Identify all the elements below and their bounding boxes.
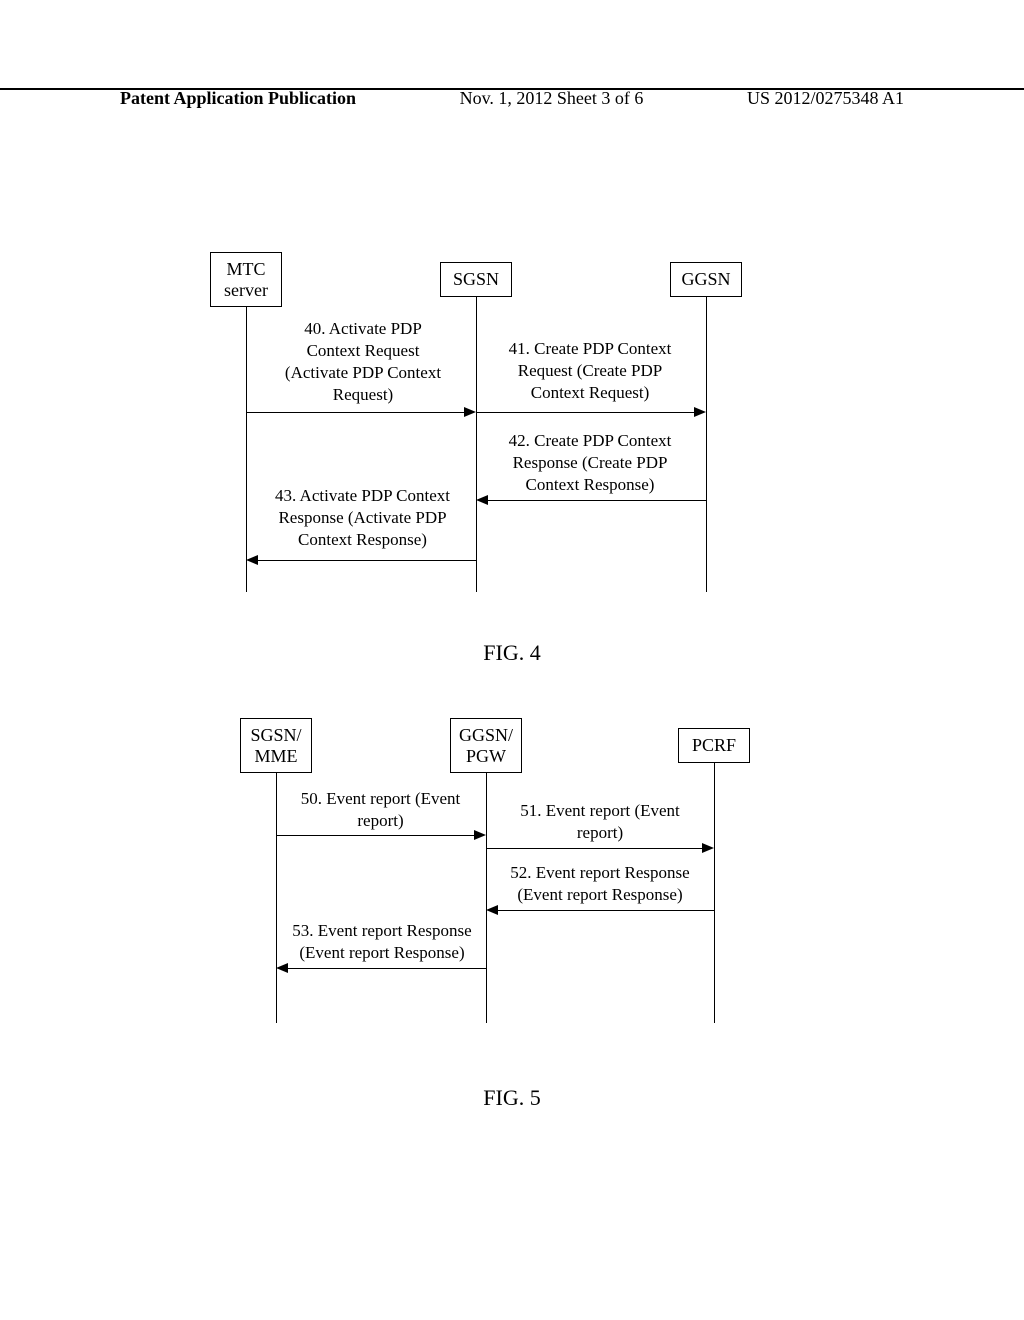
msg-52-label: 52. Event report Response (Event report … <box>490 862 710 906</box>
msg-42-arrow <box>488 500 706 501</box>
mtc-server-box: MTC server <box>210 252 282 307</box>
ggsn-box: GGSN <box>670 262 742 297</box>
ggsn-pgw-box: GGSN/ PGW <box>450 718 522 773</box>
msg-50-arrowhead <box>474 830 486 840</box>
msg-50-label: 50. Event report (Event report) <box>278 788 483 832</box>
sgsn-lifeline <box>476 297 477 592</box>
msg-53-label: 53. Event report Response (Event report … <box>272 920 492 964</box>
msg-42-label: 42. Create PDP Context Response (Create … <box>485 430 695 496</box>
msg-40-arrow <box>246 412 464 413</box>
msg-53-arrow <box>288 968 486 969</box>
msg-52-arrow <box>498 910 714 911</box>
pcrf-lifeline <box>714 763 715 1023</box>
header-right: US 2012/0275348 A1 <box>747 88 904 109</box>
msg-51-arrow <box>486 848 702 849</box>
msg-41-arrowhead <box>694 407 706 417</box>
figure-4-label: FIG. 4 <box>0 640 1024 666</box>
figure-5-label: FIG. 5 <box>0 1085 1024 1111</box>
msg-43-arrowhead <box>246 555 258 565</box>
msg-40-arrowhead <box>464 407 476 417</box>
msg-41-arrow <box>476 412 694 413</box>
msg-42-arrowhead <box>476 495 488 505</box>
header-middle: Nov. 1, 2012 Sheet 3 of 6 <box>460 88 644 109</box>
sgsn-mme-box: SGSN/ MME <box>240 718 312 773</box>
msg-52-arrowhead <box>486 905 498 915</box>
ggsn-lifeline <box>706 297 707 592</box>
mtc-lifeline <box>246 307 247 592</box>
sgsn-box: SGSN <box>440 262 512 297</box>
msg-53-arrowhead <box>276 963 288 973</box>
header-left: Patent Application Publication <box>120 88 356 109</box>
msg-43-arrow <box>258 560 476 561</box>
sgsn-mme-lifeline <box>276 773 277 1023</box>
msg-51-label: 51. Event report (Event report) <box>495 800 705 844</box>
msg-43-label: 43. Activate PDP Context Response (Activ… <box>255 485 470 551</box>
header-text: Patent Application Publication Nov. 1, 2… <box>0 88 1024 109</box>
msg-40-label: 40. Activate PDP Context Request (Activa… <box>258 318 468 406</box>
pcrf-box: PCRF <box>678 728 750 763</box>
msg-50-arrow <box>276 835 474 836</box>
msg-51-arrowhead <box>702 843 714 853</box>
msg-41-label: 41. Create PDP Context Request (Create P… <box>485 338 695 404</box>
ggsn-pgw-lifeline <box>486 773 487 1023</box>
